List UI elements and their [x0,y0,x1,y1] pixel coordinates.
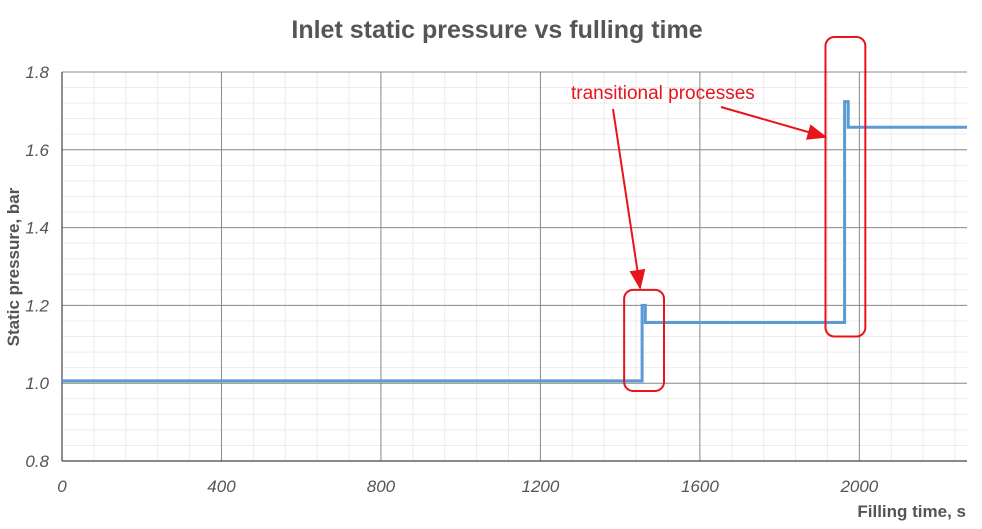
annotation-arrow [612,108,646,290]
x-tick-label: 400 [207,477,236,496]
chart-title: Inlet static pressure vs fulling time [291,16,702,44]
series-layer [62,100,967,383]
annotation-arrow [720,106,828,140]
axes [61,72,967,462]
annotation-layer [612,35,867,392]
y-axis-label: Static pressure, bar [4,187,23,346]
x-tick-label: 1200 [522,477,560,496]
minor-grid [61,71,967,462]
annotation-text: transitional processes [571,83,755,104]
x-axis-label: Filling time, s [857,502,966,521]
annotation-box [824,35,867,338]
y-tick-label: 0.8 [25,452,49,471]
major-grid [61,71,967,462]
annotation-box [623,288,666,392]
y-tick-label: 1.0 [25,374,49,393]
y-tick-label: 1.4 [25,219,49,238]
y-tick-label: 1.8 [25,63,49,82]
x-tick-label: 0 [57,477,67,496]
x-tick-label: 2000 [839,477,878,496]
tick-labels: 0 400 800 1200 1600 2000 0.8 1.0 1.2 1.4 1.6 1.8 [25,63,878,496]
y-tick-label: 1.2 [25,296,49,315]
x-tick-label: 800 [367,477,396,496]
x-tick-label: 1600 [681,477,719,496]
y-tick-label: 1.6 [25,141,49,160]
pressure-series-line [62,100,967,383]
